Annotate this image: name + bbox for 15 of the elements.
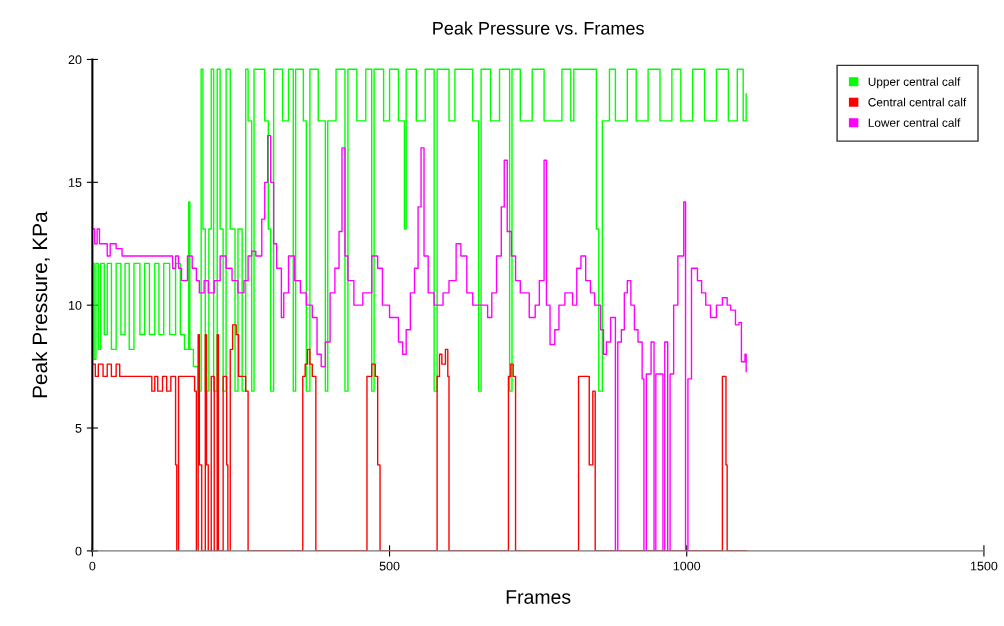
legend-label: Central central calf [868,97,967,107]
x-tick-label: 0 [89,561,96,571]
y-tick-label: 15 [69,178,82,187]
x-tick-label: 1000 [673,561,701,571]
y-tick-label: 0 [75,546,82,556]
legend-label: Lower central calf [868,118,961,127]
y-axis-title: Peak Pressure, KPa [31,211,50,398]
x-tick-label: 500 [379,561,400,571]
x-tick-label: 1500 [970,561,998,571]
y-tick-label: 10 [69,300,82,310]
chart-title: Peak Pressure vs. Frames [433,21,644,35]
y-tick-label: 20 [68,55,82,65]
legend-label: Upper central calf [868,77,961,89]
y-tick-label: 5 [75,423,82,433]
x-axis-title: Frames [506,590,571,604]
